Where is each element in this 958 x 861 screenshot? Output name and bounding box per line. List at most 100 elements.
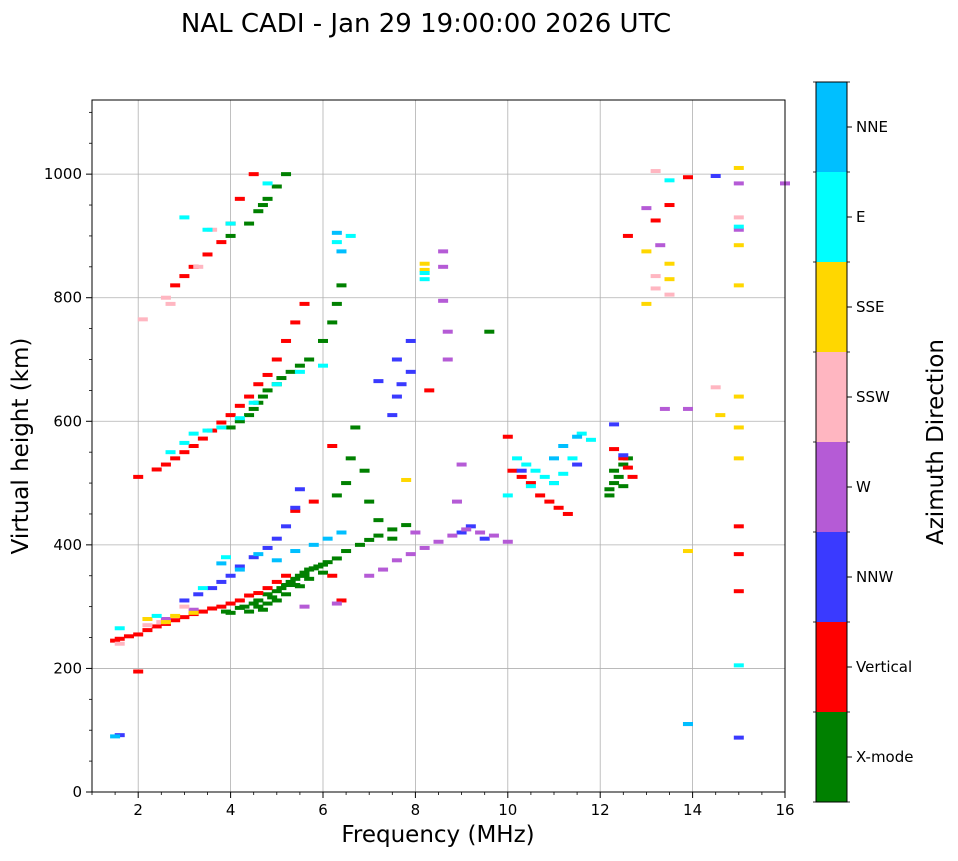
- echo-point: [502, 493, 513, 498]
- echo-point: [733, 224, 744, 229]
- echo-point: [257, 203, 268, 208]
- echo-point: [447, 533, 458, 538]
- echo-point: [733, 283, 744, 288]
- echo-point: [281, 583, 292, 588]
- echo-point: [553, 505, 564, 510]
- echo-point: [664, 178, 675, 183]
- echo-point: [609, 447, 620, 452]
- echo-point: [234, 567, 245, 572]
- echo-point: [216, 604, 227, 609]
- echo-point: [271, 536, 282, 541]
- echo-point: [733, 524, 744, 529]
- echo-point: [290, 549, 301, 554]
- y-tick-label: 400: [53, 536, 82, 554]
- echo-point: [253, 598, 264, 603]
- echo-point: [225, 573, 236, 578]
- echo-point: [622, 233, 633, 238]
- echo-point: [220, 609, 231, 614]
- echo-point: [276, 586, 287, 591]
- echo-point: [234, 416, 245, 421]
- y-tick-label: 600: [53, 412, 82, 430]
- echo-point: [502, 539, 513, 544]
- echo-point: [424, 388, 435, 393]
- echo-point: [664, 277, 675, 282]
- echo-point: [710, 385, 721, 390]
- echo-point: [567, 456, 578, 461]
- echo-point: [327, 444, 338, 448]
- colorbar-tick-label: NNE: [856, 118, 888, 136]
- echo-point: [387, 413, 398, 418]
- echo-point: [179, 615, 190, 620]
- echo-point: [170, 456, 181, 461]
- echo-point: [618, 484, 629, 489]
- echo-point: [225, 233, 236, 238]
- echo-point: [512, 456, 523, 461]
- echo-point: [262, 372, 273, 377]
- echo-point: [331, 301, 342, 306]
- echo-point: [114, 636, 125, 641]
- echo-point: [170, 618, 181, 623]
- y-tick-label: 200: [53, 659, 82, 677]
- echo-point: [220, 555, 231, 560]
- echo-point: [438, 298, 449, 303]
- echo-point: [142, 617, 153, 621]
- echo-point: [733, 663, 744, 668]
- echo-point: [525, 481, 536, 486]
- echo-point: [318, 562, 328, 567]
- echo-point: [733, 552, 744, 557]
- echo-point: [507, 468, 518, 473]
- echo-point: [733, 589, 744, 594]
- x-tick-label: 4: [226, 801, 236, 819]
- echo-point: [271, 579, 282, 584]
- echo-point: [433, 539, 444, 544]
- echo-point: [516, 468, 527, 473]
- echo-point: [327, 573, 338, 578]
- echo-point: [585, 437, 596, 442]
- echo-point: [193, 264, 204, 269]
- echo-point: [609, 481, 620, 486]
- echo-point: [401, 477, 412, 482]
- echo-point: [151, 624, 162, 629]
- echo-point: [530, 468, 541, 473]
- echo-point: [419, 277, 430, 282]
- echo-point: [290, 508, 301, 513]
- echo-point: [373, 518, 384, 523]
- echo-point: [133, 669, 144, 674]
- echo-point: [248, 400, 259, 405]
- echo-point: [419, 267, 430, 272]
- plot-area: [92, 100, 785, 792]
- echo-point: [488, 533, 499, 538]
- echo-point: [364, 537, 375, 542]
- echo-point: [350, 425, 361, 430]
- echo-point: [179, 450, 190, 455]
- echo-point: [641, 249, 652, 254]
- echo-point: [225, 413, 236, 418]
- echo-point: [502, 434, 513, 439]
- echo-point: [216, 420, 227, 425]
- echo-point: [456, 462, 467, 467]
- echo-point: [664, 203, 675, 208]
- x-tick-label: 6: [318, 801, 328, 819]
- echo-point: [262, 592, 273, 597]
- echo-point: [202, 252, 213, 257]
- echo-point: [179, 604, 190, 609]
- echo-point: [234, 598, 245, 603]
- echo-point: [216, 579, 227, 584]
- echo-point: [244, 609, 255, 614]
- echo-point: [451, 499, 462, 504]
- echo-point: [391, 558, 402, 563]
- echo-point: [304, 357, 315, 362]
- echo-point: [248, 172, 259, 177]
- y-tick-label: 800: [53, 289, 82, 307]
- echo-point: [558, 471, 569, 476]
- chart-title: NAL CADI - Jan 29 19:00:00 2026 UTC: [181, 9, 671, 39]
- echo-point: [248, 601, 259, 606]
- echo-point: [442, 357, 453, 362]
- x-tick-label: 16: [775, 801, 794, 819]
- echo-point: [294, 369, 305, 374]
- echo-point: [318, 338, 328, 343]
- y-axis-ticks: 0 200 400 600 800 1000: [44, 111, 92, 801]
- echo-point: [438, 264, 449, 269]
- echo-point: [650, 286, 661, 291]
